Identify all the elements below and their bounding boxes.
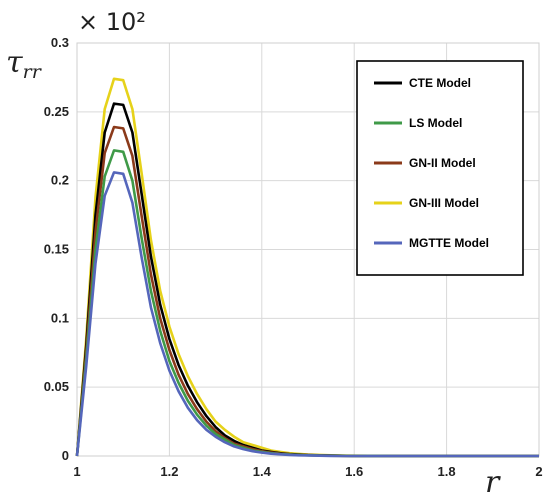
x-tick-label: 1 [73, 464, 80, 479]
y-tick-label: 0.3 [51, 35, 69, 50]
x-tick-label: 1.6 [345, 464, 363, 479]
legend-label: CTE Model [409, 76, 471, 90]
y-axis-label-subscript: rr [23, 61, 43, 83]
y-tick-label: 0 [62, 448, 69, 463]
x-tick-label: 1.8 [438, 464, 456, 479]
x-tick-label: 1.4 [253, 464, 272, 479]
legend-label: GN-II Model [409, 156, 476, 170]
scale-factor: × 10² [78, 8, 146, 36]
y-tick-label: 0.25 [44, 104, 69, 119]
legend-label: LS Model [409, 116, 462, 130]
x-tick-label: 2 [535, 464, 542, 479]
lines-layer [75, 77, 539, 458]
ticks-layer: 0 0.05 0.1 0.15 0.2 0.25 0.3 1 1.2 1.4 1.6 1.8 2 [44, 35, 543, 479]
legend: CTE Model LS Model GN-II Model GN-III Model… [356, 60, 524, 276]
y-axis-label-symbol: τ [6, 45, 23, 80]
legend-box [356, 60, 524, 276]
x-tick-label: 1.2 [160, 464, 178, 479]
x-axis-label: r [485, 465, 501, 500]
y-tick-label: 0.1 [51, 310, 69, 325]
y-tick-label: 0.05 [44, 379, 69, 394]
y-tick-label: 0.15 [44, 242, 69, 257]
series-line-mgtte-model [75, 171, 539, 458]
legend-label: MGTTE Model [409, 236, 489, 250]
y-axis-label: τrr [6, 45, 43, 83]
y-tick-label: 0.2 [51, 173, 69, 188]
legend-label: GN-III Model [409, 196, 479, 210]
